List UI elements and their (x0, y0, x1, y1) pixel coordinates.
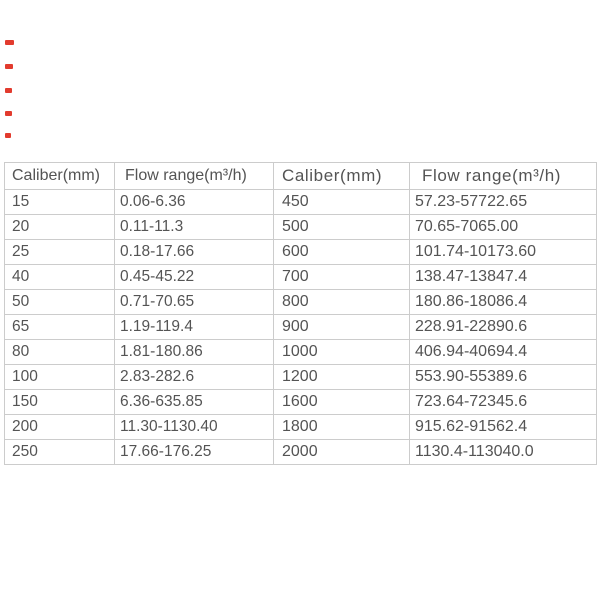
caliber-cell: 1600 (273, 389, 410, 415)
caliber-cell: 1000 (273, 339, 410, 365)
caliber-cell: 15 (4, 189, 115, 215)
caliber-cell: 250 (4, 439, 115, 465)
red-mark-icon (5, 88, 12, 93)
flow-range-cell: 70.65-7065.00 (409, 214, 597, 240)
caliber-cell: 2000 (273, 439, 410, 465)
flow-range-cell: 0.11-11.3 (114, 214, 274, 240)
caliber-cell: 900 (273, 314, 410, 340)
flow-range-cell: 553.90-55389.6 (409, 364, 597, 390)
flow-range-cell: 180.86-18086.4 (409, 289, 597, 315)
table-row: 65 1.19-119.4 900 228.91-22890.6 (4, 314, 597, 340)
caliber-cell: 800 (273, 289, 410, 315)
flow-range-cell: 406.94-40694.4 (409, 339, 597, 365)
flow-range-cell: 101.74-10173.60 (409, 239, 597, 265)
flow-range-cell: 1.81-180.86 (114, 339, 274, 365)
flow-range-spec-table: Caliber(mm) Flow range(m³/h) Caliber(mm)… (4, 162, 597, 465)
table-row: 100 2.83-282.6 1200 553.90-55389.6 (4, 364, 597, 390)
caliber-cell: 200 (4, 414, 115, 440)
caliber-cell: 20 (4, 214, 115, 240)
col-header-flow-range-right: Flow range(m³/h) (409, 162, 597, 190)
table-row: 80 1.81-180.86 1000 406.94-40694.4 (4, 339, 597, 365)
caliber-cell: 80 (4, 339, 115, 365)
caliber-cell: 40 (4, 264, 115, 290)
flow-range-cell: 0.06-6.36 (114, 189, 274, 215)
table-row: 250 17.66-176.25 2000 1130.4-113040.0 (4, 439, 597, 465)
caliber-cell: 700 (273, 264, 410, 290)
table-row: 150 6.36-635.85 1600 723.64-72345.6 (4, 389, 597, 415)
col-header-caliber-right: Caliber(mm) (273, 162, 410, 190)
table-row: 40 0.45-45.22 700 138.47-13847.4 (4, 264, 597, 290)
col-header-flow-range-left: Flow range(m³/h) (114, 162, 274, 190)
flow-range-cell: 0.18-17.66 (114, 239, 274, 265)
flow-range-cell: 1.19-119.4 (114, 314, 274, 340)
col-header-caliber-left: Caliber(mm) (4, 162, 115, 190)
flow-range-cell: 138.47-13847.4 (409, 264, 597, 290)
caliber-cell: 1200 (273, 364, 410, 390)
caliber-cell: 150 (4, 389, 115, 415)
table-row: 200 11.30-1130.40 1800 915.62-91562.4 (4, 414, 597, 440)
caliber-cell: 600 (273, 239, 410, 265)
caliber-cell: 450 (273, 189, 410, 215)
flow-range-cell: 11.30-1130.40 (114, 414, 274, 440)
table-row: 25 0.18-17.66 600 101.74-10173.60 (4, 239, 597, 265)
caliber-cell: 100 (4, 364, 115, 390)
header-row: Caliber(mm) Flow range(m³/h) Caliber(mm)… (4, 162, 597, 190)
caliber-cell: 50 (4, 289, 115, 315)
flow-range-cell: 1130.4-113040.0 (409, 439, 597, 465)
caliber-cell: 1800 (273, 414, 410, 440)
flow-range-cell: 0.45-45.22 (114, 264, 274, 290)
flow-range-cell: 6.36-635.85 (114, 389, 274, 415)
red-mark-icon (5, 64, 13, 69)
flow-range-cell: 2.83-282.6 (114, 364, 274, 390)
caliber-cell: 500 (273, 214, 410, 240)
table-row: 15 0.06-6.36 450 57.23-57722.65 (4, 189, 597, 215)
red-mark-icon (5, 111, 12, 116)
caliber-cell: 65 (4, 314, 115, 340)
table-row: 20 0.11-11.3 500 70.65-7065.00 (4, 214, 597, 240)
red-mark-icon (5, 40, 14, 45)
flow-range-cell: 0.71-70.65 (114, 289, 274, 315)
flow-range-cell: 57.23-57722.65 (409, 189, 597, 215)
caliber-cell: 25 (4, 239, 115, 265)
flow-range-cell: 228.91-22890.6 (409, 314, 597, 340)
table-row: 50 0.71-70.65 800 180.86-18086.4 (4, 289, 597, 315)
flow-range-cell: 915.62-91562.4 (409, 414, 597, 440)
flow-range-cell: 17.66-176.25 (114, 439, 274, 465)
red-mark-icon (5, 133, 11, 138)
flow-range-cell: 723.64-72345.6 (409, 389, 597, 415)
